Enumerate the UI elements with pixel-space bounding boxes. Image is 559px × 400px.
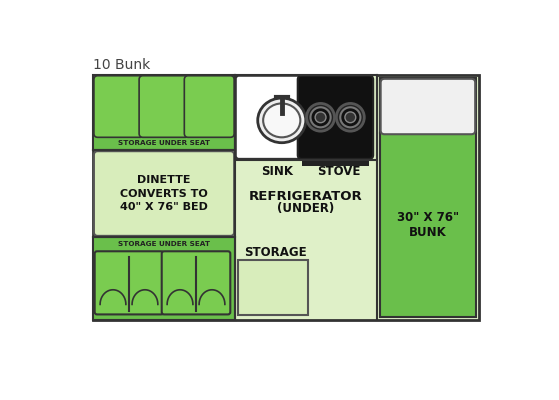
Bar <box>380 78 476 134</box>
Bar <box>235 75 377 160</box>
Text: 10 Bunk: 10 Bunk <box>93 58 150 72</box>
Bar <box>235 75 377 160</box>
Text: 30" X 76": 30" X 76" <box>397 211 459 224</box>
Bar <box>93 75 479 320</box>
Bar <box>98 155 230 232</box>
Text: DINETTE: DINETTE <box>138 175 191 185</box>
Text: BUNK: BUNK <box>409 226 447 239</box>
Text: 40" X 76" BED: 40" X 76" BED <box>120 202 208 212</box>
Bar <box>380 134 476 317</box>
Bar <box>93 75 235 150</box>
Circle shape <box>315 112 326 123</box>
FancyBboxPatch shape <box>94 76 144 137</box>
Bar <box>238 260 308 315</box>
FancyBboxPatch shape <box>162 251 230 314</box>
Ellipse shape <box>258 98 306 143</box>
Text: SINK: SINK <box>262 166 293 178</box>
Circle shape <box>340 107 361 127</box>
FancyBboxPatch shape <box>184 76 234 137</box>
Text: STORAGE UNDER SEAT: STORAGE UNDER SEAT <box>118 140 210 146</box>
FancyBboxPatch shape <box>94 151 234 236</box>
Circle shape <box>306 104 334 131</box>
Text: STORAGE: STORAGE <box>244 246 306 258</box>
Text: REFRIGERATOR: REFRIGERATOR <box>249 190 363 203</box>
FancyBboxPatch shape <box>298 76 373 159</box>
Text: STOVE: STOVE <box>317 166 360 178</box>
Circle shape <box>337 104 364 131</box>
FancyBboxPatch shape <box>94 251 163 314</box>
Ellipse shape <box>263 104 300 137</box>
Circle shape <box>310 107 330 127</box>
Text: CONVERTS TO: CONVERTS TO <box>120 188 208 198</box>
Circle shape <box>345 112 356 123</box>
Text: (UNDER): (UNDER) <box>277 202 334 216</box>
FancyBboxPatch shape <box>236 76 304 159</box>
Text: STORAGE UNDER SEAT: STORAGE UNDER SEAT <box>118 241 210 247</box>
Bar <box>302 161 369 166</box>
FancyBboxPatch shape <box>381 79 475 134</box>
FancyBboxPatch shape <box>139 76 189 137</box>
Bar <box>93 237 235 320</box>
